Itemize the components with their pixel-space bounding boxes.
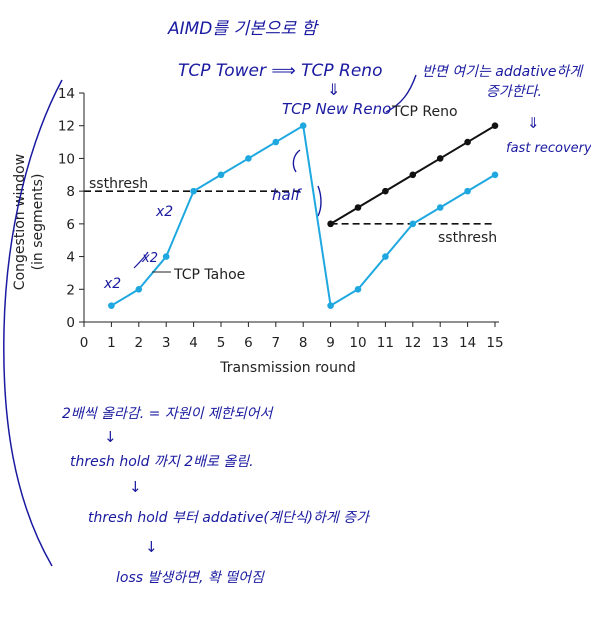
- y-tick-label: 8: [66, 184, 75, 200]
- y-tick-label: 6: [66, 217, 75, 233]
- data-point-tcp-tahoe: [245, 155, 252, 162]
- data-point-tcp-tahoe: [382, 253, 389, 260]
- x-axis-label: Transmission round: [219, 360, 356, 376]
- data-point-tcp-tahoe: [464, 187, 471, 195]
- data-point-tcp-tahoe: [436, 204, 444, 211]
- y-tick-label: 4: [66, 250, 75, 266]
- x-tick-label: 11: [377, 335, 394, 351]
- note-bottom-arrow-1: ↓: [104, 428, 117, 446]
- data-point-tcp-reno: [491, 122, 499, 130]
- x-tick-label: 3: [162, 335, 171, 351]
- x-tick-label: 4: [189, 335, 198, 351]
- x-tick-label: 5: [217, 335, 226, 351]
- x-tick-label: 8: [299, 335, 308, 351]
- y-tick-label: 10: [58, 151, 75, 167]
- note-bottom-4: loss 발생하면, 확 떨어짐: [116, 570, 265, 586]
- x-tick-label: 15: [486, 335, 503, 351]
- x-tick-label: 2: [135, 335, 144, 351]
- note-bottom-2: thresh hold 까지 2배로 올림.: [70, 454, 254, 470]
- y-tick-label: 12: [58, 119, 75, 135]
- data-point-tcp-reno: [382, 187, 389, 195]
- note-bottom-arrow-3: ↓: [145, 538, 158, 556]
- data-point-tcp-tahoe: [217, 171, 225, 179]
- label-ssthresh-top: ssthresh: [89, 176, 148, 192]
- label-tcp-reno: TCP Reno: [391, 104, 458, 120]
- y-tick-label: 2: [66, 282, 75, 298]
- note-x2-first: x2: [103, 276, 121, 292]
- note-x2-second: x2: [141, 251, 158, 266]
- label-ssthresh-bottom: ssthresh: [438, 230, 497, 246]
- note-bottom-3: thresh hold 부터 addative(계단식)하게 증가: [88, 510, 371, 526]
- x-tick-label: 7: [272, 335, 281, 351]
- label-tcp-tahoe: TCP Tahoe: [173, 267, 245, 283]
- note-new-reno-pointer: [292, 149, 301, 173]
- note-reno-arrow: ⇓: [327, 80, 340, 99]
- data-point-tcp-reno: [436, 155, 444, 162]
- y-axis-label-line2: (in segments): [30, 174, 46, 271]
- data-point-tcp-tahoe: [491, 171, 499, 179]
- x-tick-label: 14: [459, 335, 476, 351]
- data-point-tcp-reno: [327, 220, 334, 228]
- note-fast-arrow: ⇓: [527, 114, 540, 132]
- x-tick-label: 10: [349, 335, 366, 351]
- note-margin-bracket: [3, 79, 63, 567]
- data-point-tcp-tahoe: [135, 285, 143, 293]
- data-point-tcp-tahoe: [190, 187, 197, 195]
- note-half-pointer: [317, 185, 322, 217]
- data-point-tcp-tahoe: [409, 220, 417, 228]
- note-fast-recovery: fast recovery: [506, 141, 591, 156]
- series: [108, 122, 499, 309]
- x-tick-label: 1: [107, 335, 116, 351]
- x-tick-label: 9: [326, 335, 335, 351]
- note-half: half: [272, 186, 303, 204]
- data-point-tcp-tahoe: [272, 138, 280, 146]
- x-tick-label: 13: [432, 335, 449, 351]
- data-point-tcp-reno: [409, 171, 417, 179]
- note-tcp-tower-reno: TCP Tower ⟹ TCP Reno: [178, 61, 382, 81]
- x-tick-label: 6: [244, 335, 253, 351]
- data-point-tcp-tahoe: [327, 302, 334, 309]
- note-reno-bracket: [385, 74, 417, 113]
- x-tick-label: 12: [404, 335, 421, 351]
- data-point-tcp-reno: [464, 138, 471, 146]
- note-aimd: AIMD를 기본으로 함: [167, 19, 319, 39]
- data-point-tcp-tahoe: [354, 285, 362, 293]
- note-additive-increase: 반면 여기는 addative하게: [422, 64, 584, 80]
- data-point-tcp-tahoe: [162, 253, 170, 260]
- y-tick-label: 0: [66, 315, 75, 331]
- data-point-tcp-tahoe: [108, 302, 115, 309]
- x-tick-label: 0: [80, 335, 89, 351]
- note-increase: 증가한다.: [486, 84, 542, 100]
- note-x2-bracket: [133, 251, 149, 269]
- note-x2-third: x2: [155, 204, 173, 220]
- y-tick-label: 14: [58, 86, 75, 102]
- note-bottom-1: 2배씩 올라감. = 자원이 제한되어서: [62, 406, 274, 422]
- note-tcp-new-reno: TCP New Reno: [282, 100, 391, 118]
- y-axis-label-line1: Congestion window: [12, 154, 28, 290]
- data-point-tcp-reno: [354, 204, 362, 211]
- data-point-tcp-tahoe: [299, 122, 307, 130]
- note-bottom-arrow-2: ↓: [129, 478, 142, 496]
